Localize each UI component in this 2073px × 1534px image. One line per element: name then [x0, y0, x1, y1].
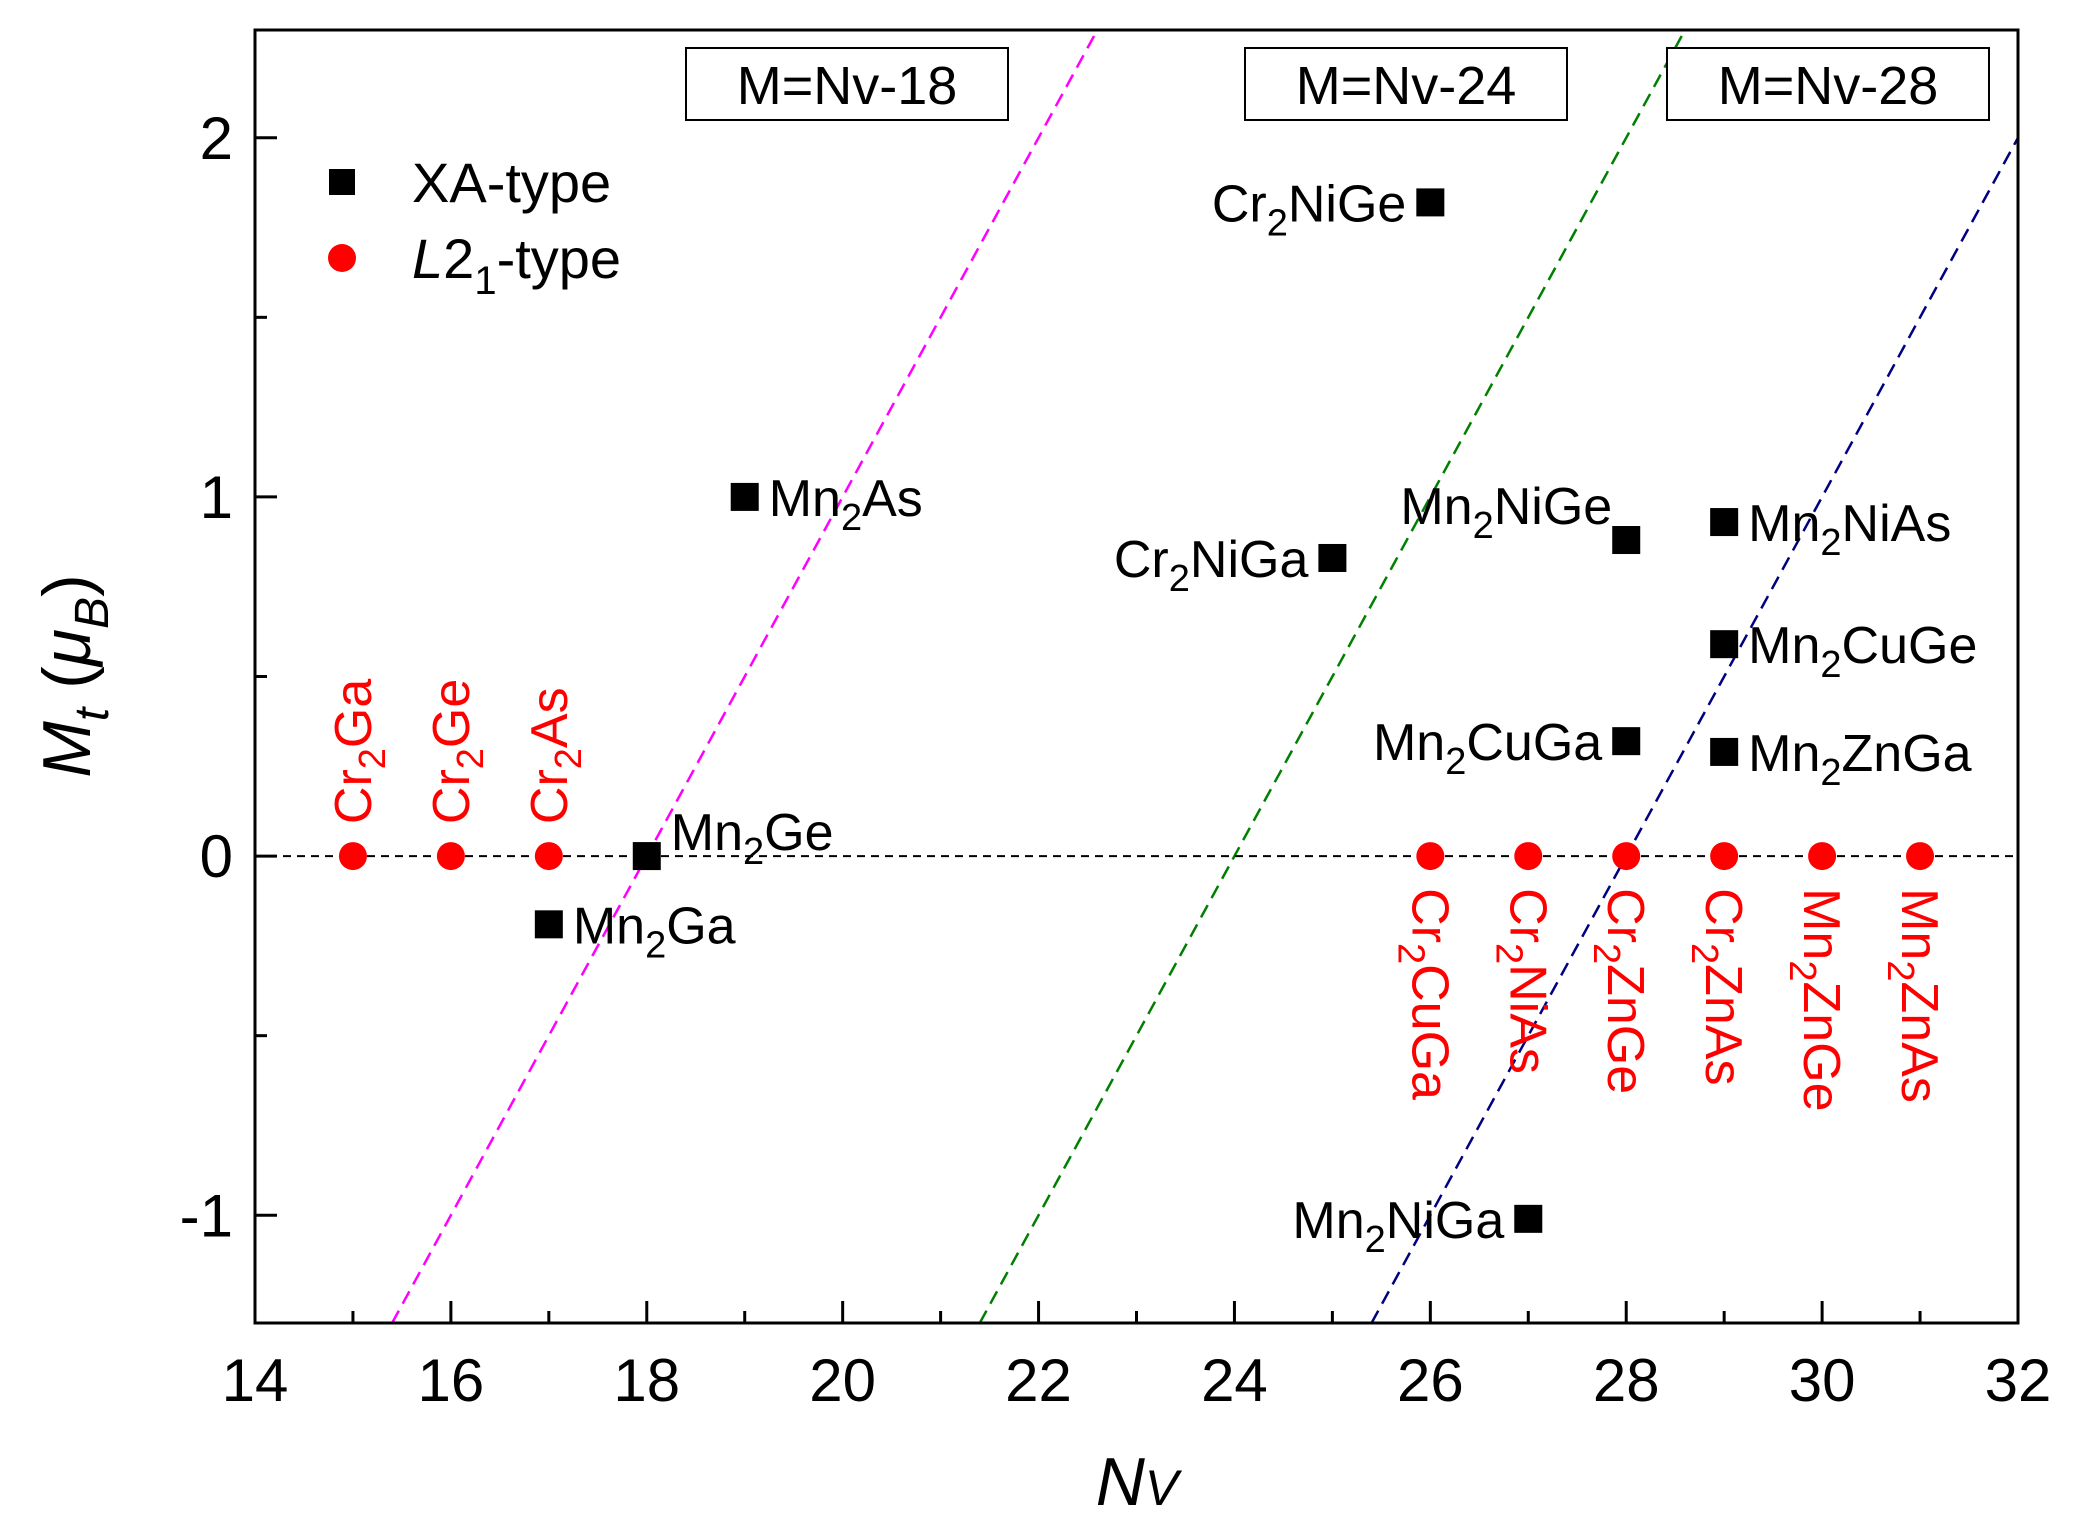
x-tick-label: 28 — [1593, 1347, 1660, 1414]
reference-label-frame — [1666, 47, 1990, 121]
reference-label-text: M=Nv-24 — [1296, 56, 1517, 116]
xa-type-point — [534, 910, 563, 939]
x-tick-label: 20 — [809, 1347, 876, 1414]
l21-type-point — [1514, 842, 1543, 871]
data-point-labels: Mn2Ga Mn2Ge Mn2As Cr2NiGa Cr2NiGe Mn2NiGa Mn2C… — [325, 175, 1977, 1260]
point-label: Mn2As — [769, 470, 923, 539]
l21-type-point — [436, 842, 465, 871]
reference-line — [1370, 135, 2018, 1323]
x-axis-title: NV — [1096, 1444, 1183, 1520]
reference-label-frame — [685, 47, 1009, 121]
point-label: Mn2NiGe — [1400, 478, 1612, 547]
xa-type-point — [1710, 737, 1739, 766]
reference-label-text: M=Nv-18 — [737, 56, 958, 116]
point-label: Cr2Ge — [423, 679, 492, 824]
point-label: Mn2Ga — [573, 897, 736, 966]
x-tick-label: 14 — [222, 1347, 289, 1414]
x-tick-label: 32 — [1985, 1347, 2052, 1414]
xa-type-point — [1612, 727, 1641, 756]
point-label: Mn2ZnGe — [1781, 888, 1850, 1111]
y-tick-label: 2 — [200, 105, 233, 172]
xa-type-point — [1612, 526, 1641, 555]
reference-label-text: M=Nv-28 — [1718, 56, 1939, 116]
xa-type-point — [1710, 630, 1739, 659]
point-label: Mn2NiGa — [1292, 1192, 1504, 1261]
y-axis-ticks: -1 0 1 2 — [180, 105, 277, 1249]
legend-circle-marker — [328, 244, 356, 272]
x-axis-ticks: 14 16 18 20 22 24 26 28 30 32 — [222, 1301, 2052, 1414]
xa-type-point — [730, 482, 759, 511]
y-tick-label: 0 — [200, 823, 233, 890]
point-label: Cr2NiGa — [1114, 531, 1309, 600]
legend-label: L21-type — [412, 227, 621, 303]
point-label: Cr2As — [521, 687, 590, 824]
reference-line — [978, 30, 1687, 1323]
xa-type-point — [1318, 543, 1347, 572]
l21-type-point — [1612, 842, 1641, 871]
y-axis-title: Mt (μB) — [29, 574, 119, 777]
point-label: Cr2Ga — [325, 679, 394, 824]
l21-type-point — [1710, 842, 1739, 871]
y-tick-label: -1 — [180, 1182, 233, 1249]
x-tick-label: 30 — [1789, 1347, 1856, 1414]
point-label: Mn2CuGe — [1748, 617, 1977, 686]
point-label: Mn2ZnAs — [1879, 888, 1948, 1103]
point-label: Mn2Ge — [671, 804, 834, 873]
l21-type-point — [1416, 842, 1445, 871]
l21-type-point — [1906, 842, 1935, 871]
reference-label-box: M=Nv-24 — [1244, 47, 1568, 121]
x-tick-label: 24 — [1201, 1347, 1268, 1414]
x-tick-label: 18 — [613, 1347, 680, 1414]
l21-type-point — [1808, 842, 1837, 871]
x-tick-label: 16 — [418, 1347, 485, 1414]
x-tick-label: 26 — [1397, 1347, 1464, 1414]
x-tick-label: 22 — [1005, 1347, 1072, 1414]
point-label: Mn2CuGa — [1373, 714, 1602, 783]
xa-type-point — [1514, 1204, 1543, 1233]
reference-lines — [391, 30, 2018, 1323]
y-tick-label: 1 — [200, 464, 233, 531]
legend: XA-type L21-type — [328, 151, 621, 303]
reference-label-frame — [1244, 47, 1568, 121]
reference-line-labels: M=Nv-18 M=Nv-24 M=Nv-28 — [685, 47, 1990, 121]
l21-type-point — [338, 842, 367, 871]
point-label: Cr2NiGe — [1212, 175, 1407, 244]
point-label: Cr2NiAs — [1487, 888, 1556, 1074]
legend-square-marker — [329, 169, 355, 195]
point-label: Cr2CuGa — [1389, 888, 1458, 1100]
xa-type-point — [1416, 188, 1445, 217]
reference-label-box: M=Nv-18 — [685, 47, 1009, 121]
plot-frame — [253, 28, 2020, 1325]
xa-type-point — [632, 842, 661, 871]
data-points — [338, 188, 1935, 1233]
point-label: Mn2ZnGa — [1748, 725, 1972, 794]
reference-line — [391, 30, 1099, 1323]
point-label: Cr2ZnAs — [1683, 888, 1752, 1085]
point-label: Mn2NiAs — [1748, 495, 1951, 564]
legend-label: XA-type — [412, 151, 611, 214]
l21-type-point — [534, 842, 563, 871]
point-label: Cr2ZnGe — [1585, 888, 1654, 1094]
reference-label-box: M=Nv-28 — [1666, 47, 1990, 121]
xa-type-point — [1710, 508, 1739, 537]
